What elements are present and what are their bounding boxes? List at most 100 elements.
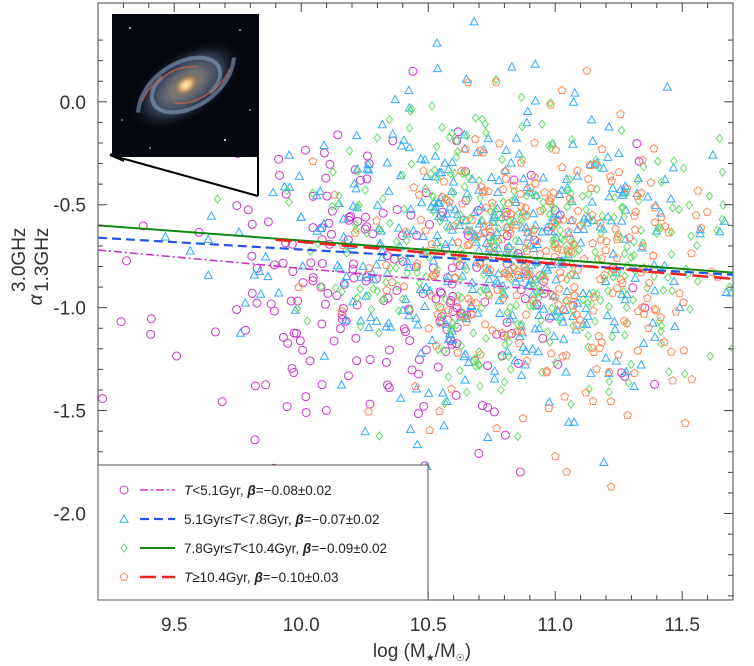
data-point: [369, 284, 378, 294]
data-point: [235, 328, 246, 337]
data-point: [471, 257, 481, 267]
data-point: [387, 277, 397, 286]
data-point: [583, 211, 594, 221]
data-point: [217, 397, 227, 407]
data-point: [530, 172, 539, 181]
data-point: [568, 301, 577, 310]
data-point: [494, 223, 503, 234]
data-point: [638, 302, 647, 311]
data-point: [613, 267, 622, 277]
data-point: [687, 231, 695, 241]
data-point: [440, 244, 450, 254]
data-point: [592, 155, 601, 165]
svg-text:α: α: [26, 293, 47, 305]
data-point: [449, 188, 458, 198]
data-point: [349, 178, 360, 188]
data-point: [562, 286, 572, 296]
data-point: [586, 114, 597, 124]
data-point: [567, 399, 575, 410]
data-point: [588, 396, 598, 405]
data-point: [598, 163, 609, 172]
data-point: [436, 316, 447, 325]
data-point: [469, 16, 480, 26]
data-point: [294, 282, 304, 291]
data-point: [379, 193, 387, 204]
data-point: [375, 328, 383, 338]
data-point: [638, 155, 647, 164]
data-point: [500, 166, 510, 176]
data-point: [432, 37, 442, 47]
data-point: [428, 101, 436, 111]
data-point: [329, 167, 337, 177]
data-point: [489, 249, 498, 259]
data-point: [510, 246, 518, 256]
data-point: [521, 203, 531, 212]
data-point: [338, 231, 349, 241]
data-point: [390, 94, 400, 104]
data-point: [619, 202, 627, 213]
data-point: [498, 294, 508, 303]
data-point: [319, 140, 329, 150]
data-point: [558, 214, 568, 224]
data-point: [607, 176, 617, 185]
data-point: [643, 283, 652, 293]
data-point: [439, 420, 449, 430]
data-point: [500, 377, 509, 387]
data-point: [340, 277, 350, 287]
data-point: [452, 339, 462, 349]
data-point: [623, 242, 631, 252]
data-point: [650, 379, 660, 389]
data-point: [480, 186, 489, 195]
data-point: [554, 189, 565, 198]
data-point: [252, 298, 262, 308]
data-point: [705, 191, 714, 201]
data-point: [629, 381, 639, 391]
data-point: [600, 276, 611, 286]
data-point: [435, 318, 444, 327]
data-point: [510, 355, 520, 365]
data-point: [297, 260, 308, 270]
data-point: [638, 241, 647, 251]
data-point: [436, 288, 446, 298]
data-point: [518, 413, 528, 423]
data-point: [657, 177, 666, 187]
data-point: [654, 223, 662, 233]
data-point: [354, 166, 362, 176]
x-tick-label: 11.5: [664, 615, 700, 636]
data-point: [463, 357, 474, 367]
data-point: [419, 301, 430, 310]
data-point: [670, 156, 678, 166]
data-point: [408, 66, 418, 76]
data-point: [498, 184, 508, 194]
data-point: [511, 235, 520, 246]
data-point: [605, 301, 613, 312]
data-point: [401, 327, 411, 337]
data-point: [581, 303, 591, 312]
data-point: [540, 285, 550, 294]
data-point: [442, 222, 451, 233]
data-point: [585, 189, 593, 199]
data-point: [402, 256, 413, 266]
data-point: [378, 295, 387, 306]
data-point: [557, 258, 566, 269]
data-point: [505, 228, 515, 237]
data-point: [509, 181, 518, 190]
data-point: [605, 387, 613, 397]
data-point: [384, 345, 394, 355]
x-axis: 9.5 10.0 10.5 11.0 11.5: [122, 3, 734, 636]
legend-marker: [120, 543, 128, 553]
data-point: [457, 245, 465, 255]
data-point: [615, 184, 626, 194]
data-point: [364, 406, 373, 416]
data-point: [620, 330, 629, 341]
data-point: [541, 262, 551, 272]
data-point: [240, 297, 251, 307]
svg-text:3.0GHz: 3.0GHz: [9, 228, 30, 292]
data-point: [589, 159, 600, 169]
data-point: [362, 174, 372, 184]
data-point: [325, 159, 335, 169]
data-point: [315, 223, 326, 233]
data-point: [687, 374, 697, 384]
data-point: [484, 290, 494, 300]
data-point: [609, 316, 620, 326]
